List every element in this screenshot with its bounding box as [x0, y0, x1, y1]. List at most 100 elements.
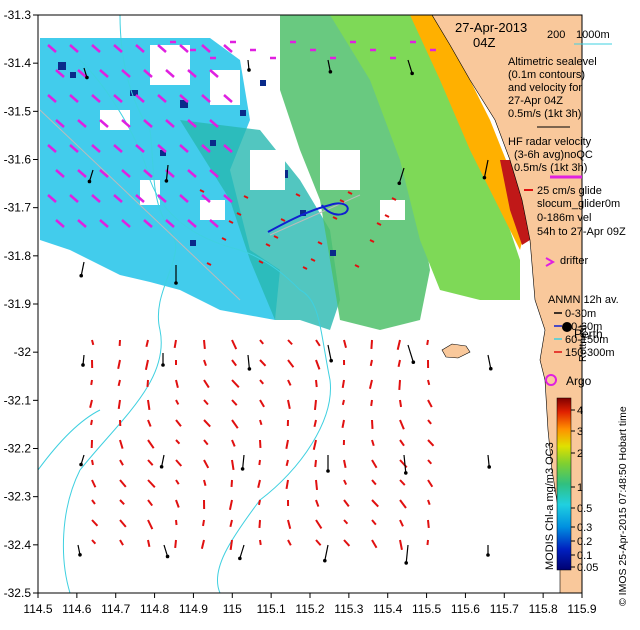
altimetry-vector — [163, 544, 169, 557]
hf-radar-line-3: 0.5m/s (1kt 3h) — [514, 162, 587, 174]
drifter-vector — [135, 144, 145, 153]
hf-vector — [302, 266, 308, 270]
hf-vector — [228, 220, 234, 224]
altimetry-vector-head — [404, 561, 409, 565]
drifter-vector — [201, 194, 211, 203]
land — [431, 15, 582, 593]
hf-vector — [315, 519, 323, 529]
hf-vector — [265, 243, 271, 247]
drifter-vector — [135, 44, 145, 53]
altimetry-vector-head — [329, 358, 333, 363]
grey-tracks — [39, 109, 361, 301]
glider-line-4: 54h to 27-Apr 09Z — [537, 226, 626, 238]
hf-vector — [427, 479, 434, 488]
hf-vector — [147, 439, 155, 449]
hf-vector — [343, 499, 350, 507]
rottnest-island — [441, 343, 471, 359]
hf-vector — [145, 339, 149, 348]
altimetry-vector-head — [486, 553, 490, 557]
hf-vector — [257, 479, 261, 489]
altimetry-vector-head — [79, 273, 84, 278]
drifter-vector — [179, 144, 189, 153]
hf-vector — [332, 216, 338, 220]
drifter-vector — [157, 144, 167, 153]
altimetry-vector — [88, 169, 94, 182]
hf-vector — [369, 359, 373, 367]
drifter-vector — [201, 94, 211, 103]
credit-text: © IMOS 25-Apr-2015 07:48:50 Hobart time — [617, 406, 629, 606]
altimetry-vector-head — [87, 179, 92, 184]
isobath-west — [38, 409, 101, 471]
hf-vector — [147, 419, 152, 427]
colorbar-ramp — [556, 397, 572, 571]
altimetry-vector-head — [164, 179, 169, 183]
altimetry-vector — [247, 354, 250, 369]
drifter-vector — [91, 194, 101, 203]
altimetry-vector-head — [328, 69, 333, 74]
drifter-vector — [209, 119, 219, 128]
y-tick-label: -31.6 — [4, 153, 32, 167]
hf-vector — [371, 479, 377, 486]
scale-1000-label: 1000m — [576, 29, 610, 41]
hf-vector — [343, 339, 347, 348]
hf-vector — [312, 439, 317, 450]
hf-vector — [229, 539, 233, 551]
hf-vector — [391, 197, 397, 201]
drifter-vector — [165, 69, 175, 78]
drifter-vector — [99, 119, 109, 128]
x-tick-label: 115.3 — [334, 602, 363, 616]
hf-vector — [203, 439, 209, 446]
hf-vector — [285, 459, 289, 467]
hf-vector — [426, 539, 429, 546]
altimetry-vector — [483, 159, 489, 178]
y-tick-label: -32.2 — [4, 442, 32, 456]
y-tick-label: -32.1 — [4, 393, 32, 407]
hf-vector — [314, 459, 317, 468]
hf-vector — [399, 499, 407, 509]
hf-vector — [315, 499, 320, 507]
colorbar-tick-label: 0.05 — [577, 562, 598, 574]
hf-vector — [203, 379, 210, 389]
hf-vector — [287, 379, 292, 386]
drifter-vector — [91, 44, 101, 53]
hf-vector — [343, 539, 351, 547]
x-tick-label: 114.7 — [101, 602, 130, 616]
hf-radar-line-1: HF radar velocity — [508, 136, 592, 148]
x-tick-label: 115.1 — [257, 602, 286, 616]
altimetry-vector-head — [397, 181, 402, 186]
hf-vector — [90, 379, 93, 386]
colorbar-tick-label: 0.3 — [577, 522, 592, 534]
drifter-vector — [77, 119, 87, 128]
hf-vector — [259, 419, 263, 426]
hf-vector — [315, 539, 322, 546]
drifter-vector — [209, 169, 219, 178]
y-tick-label: -31.8 — [4, 249, 32, 263]
altimetry-vector — [407, 59, 413, 74]
hf-vector — [343, 479, 348, 485]
hf-vector — [398, 379, 401, 391]
hf-radar-vectors — [89, 189, 435, 551]
hf-vector — [258, 459, 261, 466]
hf-vector — [427, 419, 432, 425]
hf-vector — [117, 379, 121, 387]
hf-vector — [369, 239, 375, 243]
hf-vector — [287, 399, 291, 410]
hf-vector — [175, 499, 180, 508]
hf-vector — [339, 199, 345, 203]
hf-vector — [89, 399, 93, 409]
drifter-vector — [187, 69, 197, 78]
hf-vector — [203, 419, 211, 428]
drifter-vector — [113, 194, 123, 203]
hf-vector — [117, 399, 121, 410]
hf-vector — [399, 519, 404, 527]
y-tick-label: -32.5 — [4, 586, 32, 600]
hf-vector — [119, 439, 124, 449]
altimetry-vector — [242, 454, 245, 469]
y-tick-label: -32.4 — [4, 538, 32, 552]
hf-vector — [315, 359, 321, 370]
altimetry-vector — [487, 454, 490, 467]
hf-vector — [90, 419, 93, 426]
glider-line-2: slocum_glider0m — [537, 198, 620, 210]
hf-vector — [427, 399, 433, 408]
hf-vector — [295, 193, 301, 197]
